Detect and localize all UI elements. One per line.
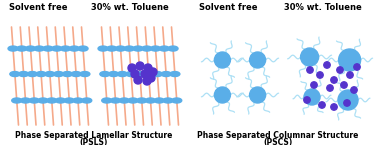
Ellipse shape [82,98,92,103]
Text: Solvent free: Solvent free [9,3,67,12]
Ellipse shape [62,71,72,77]
Ellipse shape [78,46,88,51]
Circle shape [331,104,337,110]
Ellipse shape [119,98,129,103]
Ellipse shape [29,98,39,103]
Ellipse shape [152,71,163,77]
Ellipse shape [163,98,173,103]
Circle shape [337,67,343,73]
Ellipse shape [26,46,36,51]
Circle shape [351,87,357,93]
Ellipse shape [108,71,119,77]
Circle shape [304,97,310,103]
Circle shape [354,64,360,70]
Ellipse shape [80,71,90,77]
Text: Solvent free: Solvent free [199,3,257,12]
Ellipse shape [71,71,81,77]
Circle shape [136,62,144,70]
Ellipse shape [45,71,55,77]
Ellipse shape [12,98,22,103]
Ellipse shape [34,46,44,51]
Ellipse shape [135,71,145,77]
Circle shape [319,102,325,108]
Text: Phase Separated Lamellar Structure: Phase Separated Lamellar Structure [15,131,173,140]
Circle shape [331,77,337,83]
Circle shape [134,76,142,84]
Circle shape [128,64,136,72]
Circle shape [327,85,333,91]
Circle shape [143,77,151,85]
Ellipse shape [60,46,71,51]
Ellipse shape [146,98,155,103]
Circle shape [144,64,152,72]
Ellipse shape [170,71,180,77]
Ellipse shape [161,71,171,77]
Ellipse shape [168,46,178,51]
Ellipse shape [56,98,65,103]
Ellipse shape [64,98,74,103]
Ellipse shape [117,71,127,77]
Ellipse shape [150,46,161,51]
Ellipse shape [124,46,134,51]
Circle shape [214,52,231,68]
Ellipse shape [38,98,48,103]
Ellipse shape [137,98,147,103]
Ellipse shape [27,71,37,77]
Ellipse shape [17,46,27,51]
Circle shape [339,49,361,71]
Ellipse shape [43,46,53,51]
Ellipse shape [172,98,182,103]
Circle shape [131,70,139,78]
Circle shape [141,70,149,78]
Circle shape [324,62,330,68]
Ellipse shape [69,46,79,51]
Ellipse shape [20,98,31,103]
Ellipse shape [36,71,46,77]
Text: 30% wt. Toluene: 30% wt. Toluene [91,3,169,12]
Ellipse shape [10,71,20,77]
Circle shape [341,82,347,88]
Ellipse shape [19,71,29,77]
Circle shape [249,87,266,103]
Circle shape [338,90,358,110]
Ellipse shape [54,71,64,77]
Circle shape [344,100,350,106]
Text: Phase Separated Columnar Structure: Phase Separated Columnar Structure [197,131,359,140]
Text: 30% wt. Toluene: 30% wt. Toluene [284,3,362,12]
Ellipse shape [98,46,108,51]
Circle shape [304,89,320,105]
Circle shape [214,87,231,103]
Ellipse shape [144,71,153,77]
Ellipse shape [110,98,121,103]
Text: (PSLS): (PSLS) [80,138,108,145]
Ellipse shape [154,98,164,103]
Circle shape [311,82,317,88]
Circle shape [301,48,319,66]
Ellipse shape [116,46,125,51]
Ellipse shape [142,46,152,51]
Ellipse shape [159,46,169,51]
Circle shape [307,67,313,73]
Ellipse shape [128,98,138,103]
Ellipse shape [73,98,83,103]
Circle shape [347,72,353,78]
Ellipse shape [102,98,112,103]
Ellipse shape [47,98,57,103]
Ellipse shape [107,46,117,51]
Text: (PSCS): (PSCS) [263,138,293,145]
Ellipse shape [126,71,136,77]
Ellipse shape [100,71,110,77]
Circle shape [147,74,155,82]
Circle shape [249,52,266,68]
Ellipse shape [52,46,62,51]
Ellipse shape [133,46,143,51]
Circle shape [149,68,157,76]
Ellipse shape [8,46,18,51]
Circle shape [317,72,323,78]
